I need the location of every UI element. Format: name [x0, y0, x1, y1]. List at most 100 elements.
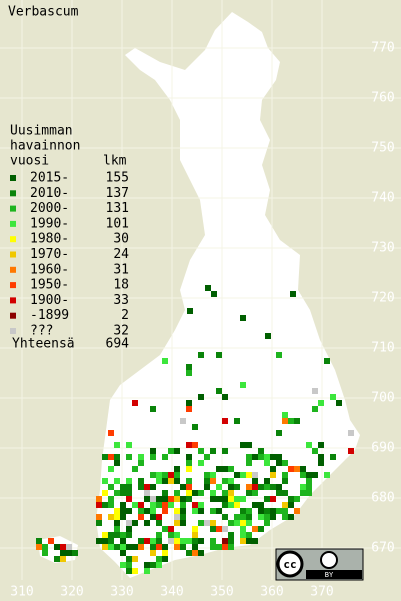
observation-square: [108, 538, 114, 544]
observation-square: [150, 448, 156, 454]
observation-square: [240, 496, 246, 502]
observation-square: [312, 388, 318, 394]
observation-square: [288, 514, 294, 520]
observation-square: [54, 556, 60, 562]
observation-square: [60, 556, 66, 562]
observation-square: [228, 538, 234, 544]
observation-square: [180, 502, 186, 508]
observation-square: [192, 424, 198, 430]
badge-strip: [306, 570, 362, 579]
observation-square: [150, 496, 156, 502]
observation-square: [120, 514, 126, 520]
observation-square: [192, 490, 198, 496]
observation-square: [318, 442, 324, 448]
observation-square: [246, 472, 252, 478]
observation-square: [144, 496, 150, 502]
observation-square: [156, 520, 162, 526]
observation-square: [300, 490, 306, 496]
observation-square: [276, 454, 282, 460]
by-icon: [320, 551, 338, 569]
observation-square: [270, 508, 276, 514]
observation-square: [258, 484, 264, 490]
observation-square: [294, 466, 300, 472]
observation-square: [126, 526, 132, 532]
observation-square: [102, 490, 108, 496]
observation-square: [240, 520, 246, 526]
observation-square: [102, 532, 108, 538]
observation-square: [270, 484, 276, 490]
observation-square: [108, 496, 114, 502]
observation-square: [132, 544, 138, 550]
observation-square: [132, 520, 138, 526]
observation-square: [162, 472, 168, 478]
observation-square: [126, 478, 132, 484]
observation-square: [204, 520, 210, 526]
observation-square: [228, 496, 234, 502]
observation-square: [180, 484, 186, 490]
observation-square: [174, 538, 180, 544]
observation-square: [162, 550, 168, 556]
observation-square: [174, 496, 180, 502]
observation-square: [234, 502, 240, 508]
observation-square: [102, 478, 108, 484]
observation-square: [108, 532, 114, 538]
legend-label: 1980-: [30, 232, 69, 247]
observation-square: [162, 490, 168, 496]
observation-square: [264, 478, 270, 484]
observation-square: [290, 291, 296, 297]
observation-square: [192, 508, 198, 514]
observation-square: [205, 285, 211, 291]
observation-square: [246, 532, 252, 538]
observation-square: [60, 544, 66, 550]
observation-square: [120, 532, 126, 538]
observation-square: [120, 550, 126, 556]
observation-square: [246, 520, 252, 526]
observation-square: [42, 544, 48, 550]
observation-square: [108, 514, 114, 520]
legend-heading: Uusimman: [10, 124, 73, 139]
observation-square: [210, 526, 216, 532]
cc-text: cc: [283, 558, 296, 571]
observation-square: [246, 538, 252, 544]
observation-square: [156, 538, 162, 544]
observation-square: [336, 400, 342, 406]
observation-square: [282, 514, 288, 520]
observation-square: [216, 508, 222, 514]
observation-square: [138, 460, 144, 466]
observation-square: [42, 550, 48, 556]
observation-square: [72, 550, 78, 556]
observation-square: [198, 508, 204, 514]
observation-square: [150, 508, 156, 514]
observation-square: [216, 352, 222, 358]
observation-square: [240, 538, 246, 544]
observation-square: [132, 466, 138, 472]
legend-count-heading: lkm: [103, 154, 127, 169]
observation-square: [282, 508, 288, 514]
observation-square: [114, 508, 120, 514]
observation-square: [240, 382, 246, 388]
observation-square: [204, 454, 210, 460]
observation-square: [156, 556, 162, 562]
observation-square: [252, 484, 258, 490]
observation-square: [126, 568, 132, 574]
observation-square: [180, 538, 186, 544]
legend-label: 2015-: [30, 171, 69, 186]
observation-square: [186, 550, 192, 556]
title: Verbascum: [8, 5, 79, 20]
legend-label: 1900-: [30, 293, 69, 308]
observation-square: [276, 508, 282, 514]
observation-square: [198, 550, 204, 556]
observation-square: [222, 394, 228, 400]
observation-square: [144, 508, 150, 514]
observation-square: [114, 478, 120, 484]
observation-square: [246, 460, 252, 466]
observation-square: [210, 490, 216, 496]
observation-square: [126, 508, 132, 514]
observation-square: [192, 526, 198, 532]
observation-square: [114, 514, 120, 520]
y-tick-label: 720: [371, 291, 394, 306]
legend-count: 131: [106, 201, 129, 216]
observation-square: [186, 496, 192, 502]
